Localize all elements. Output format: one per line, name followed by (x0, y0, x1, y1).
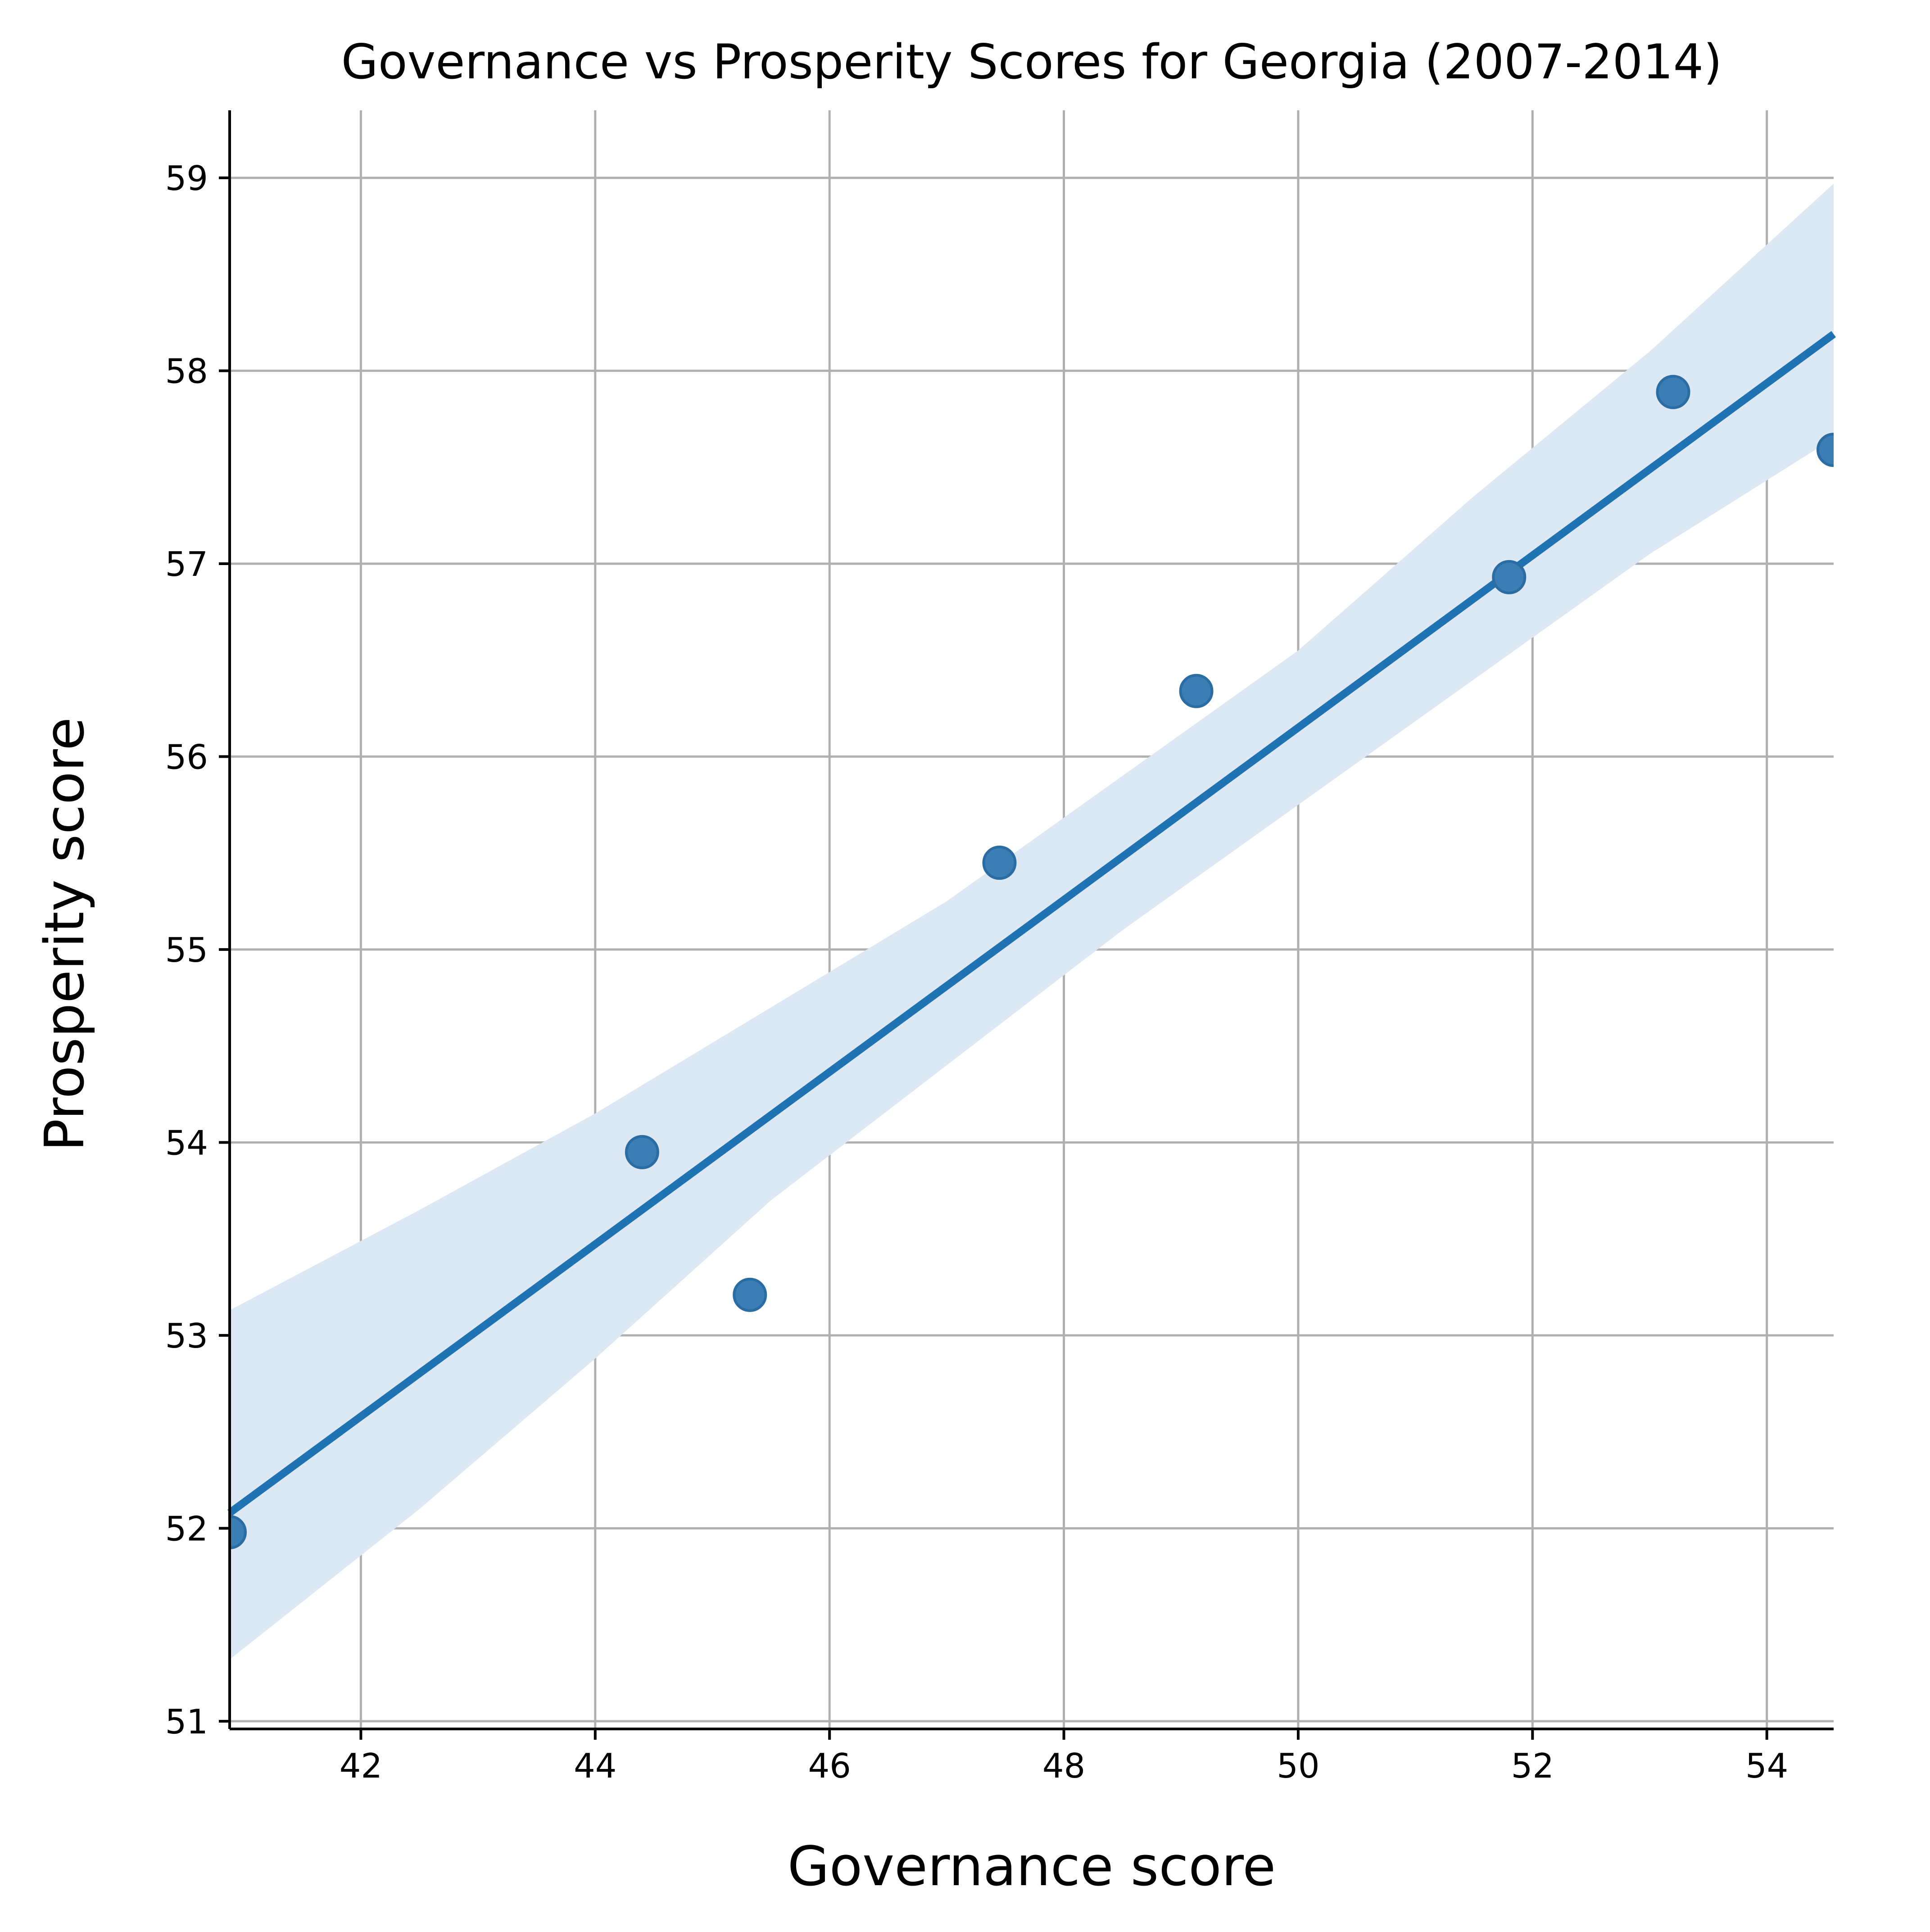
data-point (1492, 560, 1527, 594)
tick-labels: 42 44 46 48 50 52 54 51 52 53 54 55 56 57 58 59 (165, 158, 1789, 1786)
axes (219, 110, 1834, 1740)
grid-lines (230, 110, 1834, 1729)
data-point (625, 1135, 659, 1169)
data-points (230, 375, 1834, 1549)
data-point (1656, 375, 1690, 409)
data-point (982, 846, 1017, 880)
y-tick-label: 59 (165, 158, 208, 198)
chart-title: Governance vs Prosperity Scores for Geor… (341, 34, 1722, 90)
y-tick-label: 53 (165, 1316, 208, 1356)
data-point (733, 1277, 767, 1312)
regression-line-group (227, 331, 1836, 1516)
y-tick-label: 55 (165, 930, 208, 970)
data-point (230, 1515, 247, 1549)
y-tick-label: 57 (165, 544, 208, 584)
x-axis-title: Governance score (788, 1836, 1276, 1898)
y-tick-label: 51 (165, 1702, 208, 1742)
y-tick-label: 52 (165, 1509, 208, 1548)
x-tick-label: 50 (1277, 1746, 1319, 1786)
y-tick-label: 58 (165, 351, 208, 391)
y-tick-label: 56 (165, 737, 208, 777)
x-tick-label: 52 (1511, 1746, 1554, 1786)
x-tick-label: 44 (574, 1746, 616, 1786)
x-tick-label: 48 (1042, 1746, 1085, 1786)
x-tick-label: 46 (808, 1746, 851, 1786)
y-axis-title: Prosperity score (34, 717, 96, 1151)
regression-line (227, 331, 1836, 1516)
x-tick-label: 42 (340, 1746, 382, 1786)
data-point (1817, 433, 1834, 467)
data-point (1179, 674, 1214, 708)
y-tick-label: 54 (165, 1123, 208, 1163)
x-tick-label: 54 (1745, 1746, 1788, 1786)
